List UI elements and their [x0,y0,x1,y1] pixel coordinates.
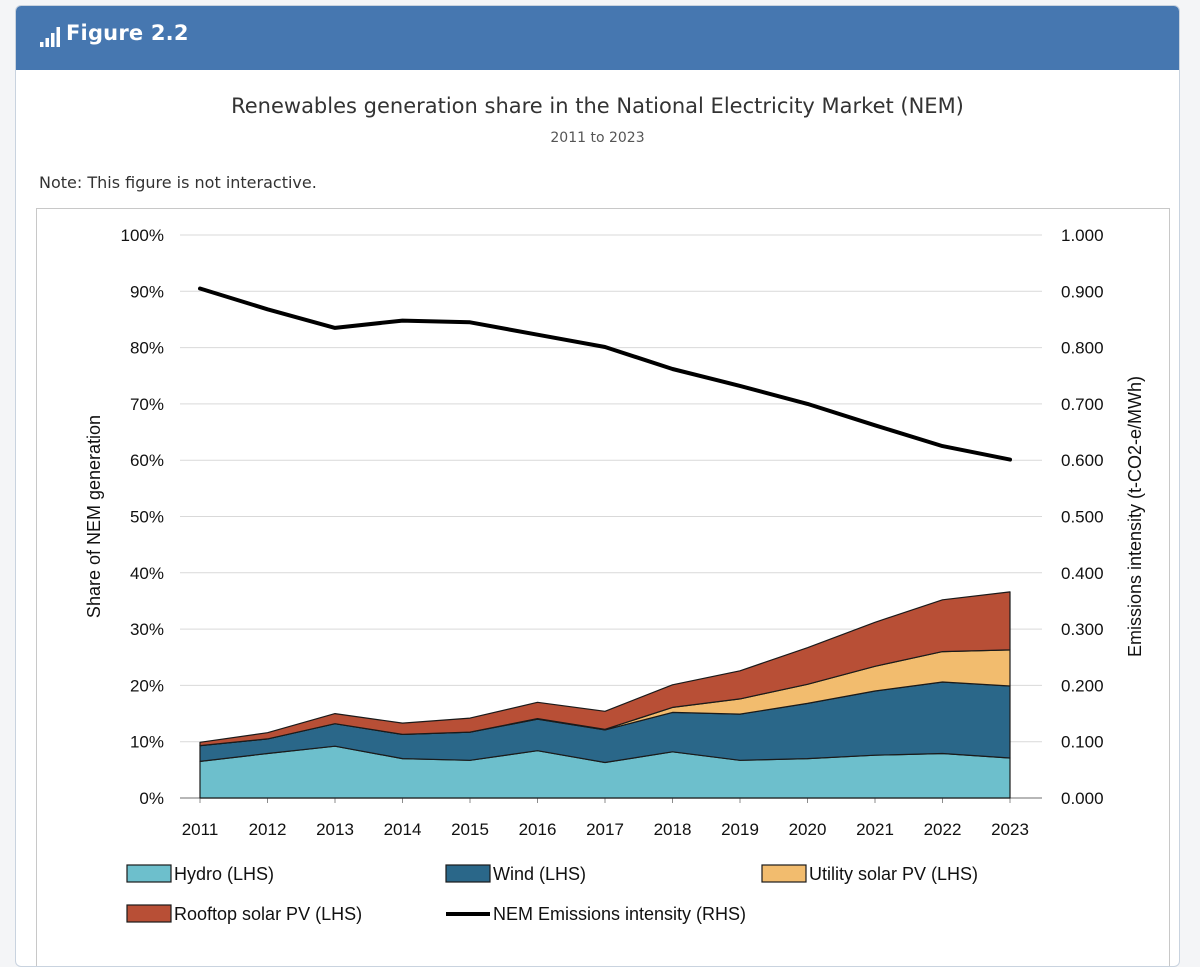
y-right-tick-label: 0.400 [1061,564,1104,583]
legend-label: NEM Emissions intensity (RHS) [493,904,746,924]
y-left-tick-label: 10% [130,733,164,752]
figure-header: Figure 2.2 [16,6,1179,70]
y-left-tick-label: 90% [130,282,164,301]
y-left-tick-label: 30% [130,620,164,639]
bar-chart-icon [40,27,60,47]
x-tick-label: 2022 [924,820,962,839]
y-left-tick-label: 100% [121,226,164,245]
legend-label: Wind (LHS) [493,864,586,884]
x-tick-label: 2012 [249,820,287,839]
figure-note: Note: This figure is not interactive. [39,173,317,192]
x-tick-label: 2018 [654,820,692,839]
x-tick-label: 2015 [451,820,489,839]
y-right-tick-label: 1.000 [1061,226,1104,245]
chart-container: 0% 0.000 10% 0.100 20% 0.200 30% 0.300 40% 0.400 5… [36,208,1170,966]
y-left-tick-label: 70% [130,395,164,414]
chart-svg: 0% 0.000 10% 0.100 20% 0.200 30% 0.300 40% 0.400 5… [84,226,1145,924]
x-tick-label: 2020 [789,820,827,839]
x-tick-label: 2016 [519,820,557,839]
area-rooftop-solar-pv-lhs [199,591,1011,747]
x-tick-label: 2014 [384,820,422,839]
y-right-tick-label: 0.500 [1061,508,1104,527]
y-right-tick-label: 0.100 [1061,733,1104,752]
x-tick-label: 2017 [586,820,624,839]
legend-label: Rooftop solar PV (LHS) [174,904,362,924]
legend-swatch [445,864,491,883]
legend-swatch [126,904,172,923]
figure-label: Figure 2.2 [66,21,189,45]
y-left-tick-label: 60% [130,451,164,470]
legend-label: Utility solar PV (LHS) [809,864,978,884]
y-right-tick-label: 0.200 [1061,676,1104,695]
legend-swatch [761,864,807,883]
emissions-intensity-line [198,286,1012,462]
y-left-tick-label: 0% [139,789,164,808]
x-tick-label: 2019 [721,820,759,839]
chart-title: Renewables generation share in the Natio… [231,94,964,118]
y-right-tick-label: 0.000 [1061,789,1104,808]
y-right-tick-label: 0.900 [1061,282,1104,301]
y-right-tick-label: 0.300 [1061,620,1104,639]
y-right-tick-label: 0.600 [1061,451,1104,470]
x-tick-label: 2023 [991,820,1029,839]
legend-swatch [126,864,172,883]
y-right-tick-label: 0.700 [1061,395,1104,414]
x-tick-label: 2011 [182,820,219,839]
y-left-tick-label: 20% [130,676,164,695]
y-right-axis-title: Emissions intensity (t-CO2-e/MWh) [1125,376,1145,657]
x-tick-label: 2021 [856,820,894,839]
y-left-tick-label: 50% [130,508,164,527]
figure-panel: Figure 2.2 Renewables generation share i… [15,5,1180,967]
y-left-tick-label: 80% [130,339,164,358]
legend-label: Hydro (LHS) [174,864,274,884]
y-left-axis-title: Share of NEM generation [84,415,104,618]
x-tick-label: 2013 [316,820,354,839]
y-left-tick-label: 40% [130,564,164,583]
y-right-tick-label: 0.800 [1061,339,1104,358]
chart-subtitle: 2011 to 2023 [550,130,645,146]
